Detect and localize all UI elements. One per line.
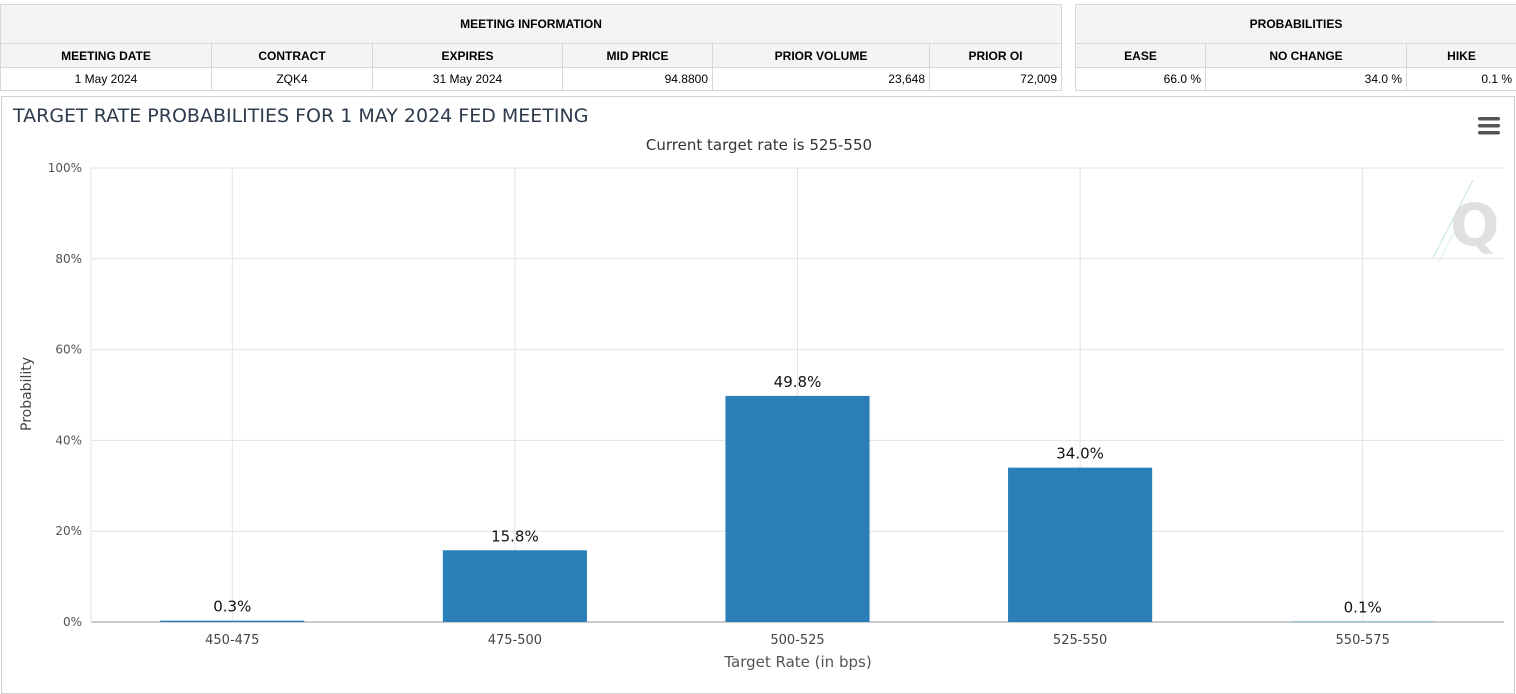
bar-475-500[interactable]	[442, 550, 587, 622]
data-label: 15.8%	[491, 527, 539, 545]
bar-525-550[interactable]	[1008, 467, 1153, 622]
mid-price-header: MID PRICE	[562, 43, 713, 68]
x-axis-title: Target Rate (in bps)	[723, 653, 871, 671]
table-row: 1 May 2024 ZQK4 31 May 2024 94.8800 23,6…	[0, 67, 1062, 91]
contract-value: ZQK4	[211, 67, 373, 91]
expires-value: 31 May 2024	[372, 67, 563, 91]
probabilities-header: PROBABILITIES	[1074, 4, 1516, 44]
hamburger-menu-icon[interactable]	[1478, 117, 1500, 135]
expires-header: EXPIRES	[372, 43, 563, 68]
q-logo-icon: Q	[1432, 179, 1499, 263]
chart-labels: 0% 20% 40% 60% 80% 100% 0.3% 450-475 15.8% 475-50…	[48, 161, 1390, 648]
chart-grid	[90, 167, 1504, 623]
probabilities-table: PROBABILITIES EASE NO CHANGE HIKE 66.0 %…	[1074, 4, 1516, 91]
hike-header: HIKE	[1405, 43, 1516, 68]
bar-500-525[interactable]	[725, 395, 870, 622]
data-label: 0.3%	[213, 598, 251, 616]
no-change-value: 34.0 %	[1205, 67, 1407, 91]
bar-450-475[interactable]	[160, 620, 305, 622]
meeting-information-table: MEETING INFORMATION MEETING DATE CONTRAC…	[0, 4, 1062, 91]
no-change-header: NO CHANGE	[1205, 43, 1407, 68]
x-tick-label: 475-500	[488, 633, 542, 648]
y-tick-label: 60%	[55, 343, 82, 357]
y-axis-title: Probability	[19, 357, 35, 431]
meeting-date-value: 1 May 2024	[0, 67, 212, 91]
ease-value: 66.0 %	[1075, 67, 1206, 91]
prior-volume-header: PRIOR VOLUME	[712, 43, 930, 68]
x-tick-label: 525-550	[1053, 633, 1107, 648]
y-tick-label: 0%	[63, 615, 82, 629]
x-tick-label: 500-525	[770, 633, 824, 648]
mid-price-value: 94.8800	[562, 67, 713, 91]
data-label: 49.8%	[774, 373, 822, 391]
hike-value: 0.1 %	[1405, 67, 1516, 91]
ease-header: EASE	[1075, 43, 1206, 68]
chart-subtitle: Current target rate is 525-550	[646, 136, 872, 154]
y-tick-label: 80%	[55, 252, 82, 266]
svg-text:Q: Q	[1450, 191, 1499, 259]
x-tick-label: 450-475	[205, 633, 259, 648]
chart-title: TARGET RATE PROBABILITIES FOR 1 MAY 2024…	[12, 105, 588, 127]
y-tick-label: 100%	[48, 161, 82, 175]
y-tick-label: 20%	[55, 524, 82, 538]
data-label: 0.1%	[1344, 599, 1382, 617]
table-row: 66.0 % 34.0 % 0.1 %	[1075, 67, 1516, 91]
data-label: 34.0%	[1056, 445, 1104, 463]
chart-panel: TARGET RATE PROBABILITIES FOR 1 MAY 2024…	[1, 96, 1515, 694]
y-tick-label: 40%	[55, 433, 82, 447]
prior-oi-header: PRIOR OI	[929, 43, 1062, 68]
x-tick-label: 550-575	[1336, 633, 1390, 648]
prior-volume-value: 23,648	[712, 67, 930, 91]
meeting-information-header: MEETING INFORMATION	[0, 4, 1062, 44]
chart-bars	[160, 395, 1435, 622]
prior-oi-value: 72,009	[929, 67, 1062, 91]
